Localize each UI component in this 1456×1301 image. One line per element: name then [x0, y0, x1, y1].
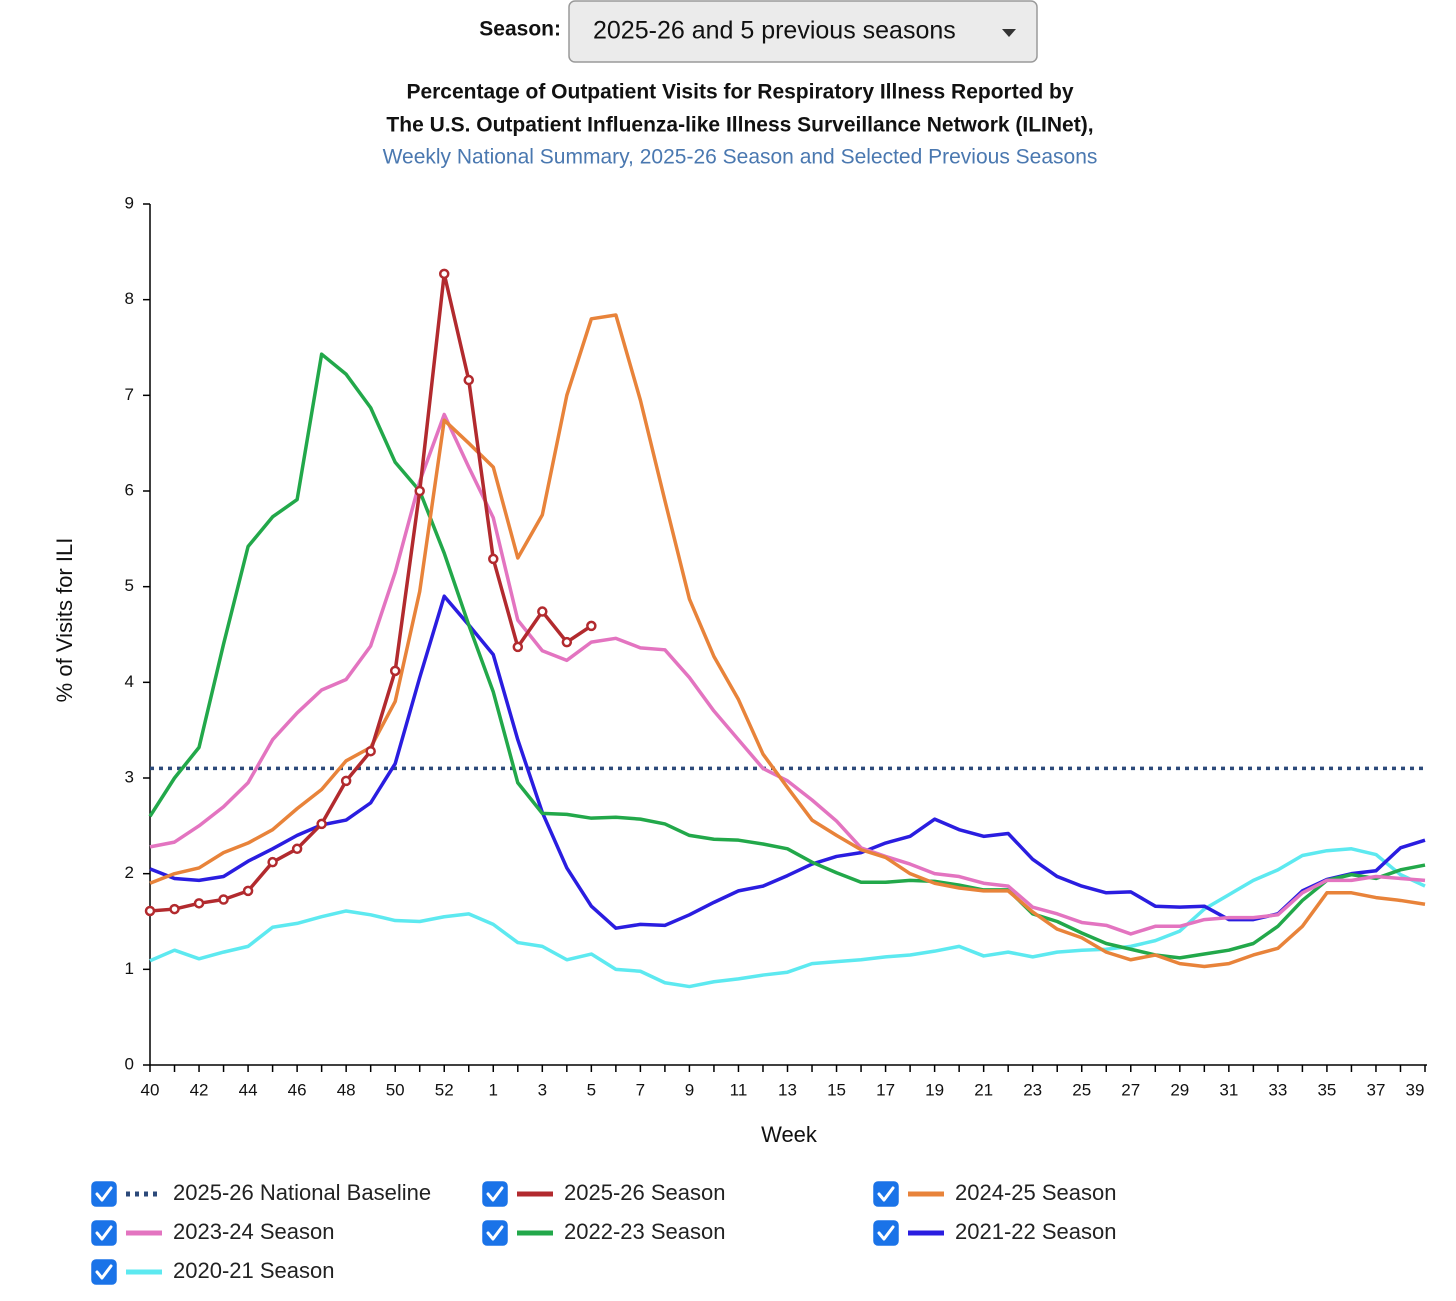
y-tick-label: 5: [125, 576, 134, 595]
y-tick-label: 4: [125, 672, 134, 691]
y-tick-label: 2: [125, 863, 134, 882]
dropdown-box[interactable]: [568, 0, 1038, 63]
x-tick-label: 1: [489, 1080, 498, 1099]
legend-label[interactable]: 2025-26 Season: [564, 1180, 725, 1205]
series-line: [149, 313, 1426, 969]
x-tick-label: 39: [1406, 1080, 1425, 1099]
y-tick-label: 1: [125, 959, 134, 978]
data-point: [169, 903, 180, 915]
x-tick-label: 3: [538, 1080, 547, 1099]
data-point: [193, 898, 205, 909]
x-tick-label: 50: [386, 1080, 405, 1099]
legend-label[interactable]: 2021-22 Season: [955, 1219, 1116, 1244]
data-point: [488, 553, 499, 565]
checkbox-check[interactable]: [95, 1186, 113, 1202]
legend-label[interactable]: 2020-21 Season: [173, 1258, 334, 1283]
x-tick-label: 13: [778, 1080, 797, 1099]
y-tick-label: 0: [125, 1054, 134, 1073]
data-point: [242, 885, 254, 897]
data-point: [267, 856, 278, 868]
x-tick-label: 19: [925, 1080, 944, 1099]
data-point: [414, 485, 425, 497]
x-tick-label: 44: [239, 1080, 258, 1099]
chart-title-line: The U.S. Outpatient Influenza-like Illne…: [386, 114, 1093, 137]
x-tick-label: 48: [337, 1080, 356, 1099]
season-dropdown[interactable]: 2025-26 and 5 previous seasons: [568, 0, 1038, 63]
checkbox-check[interactable]: [95, 1264, 113, 1280]
series-line: [149, 272, 593, 913]
data-point: [291, 843, 303, 855]
checkbox-check[interactable]: [877, 1225, 895, 1241]
legend-label[interactable]: 2022-23 Season: [564, 1219, 725, 1244]
x-tick-label: 11: [730, 1080, 748, 1099]
data-point: [340, 775, 352, 787]
data-point: [586, 620, 597, 632]
x-tick-label: 15: [827, 1080, 846, 1099]
x-tick-label: 31: [1219, 1080, 1238, 1099]
y-tick-label: 6: [125, 480, 134, 499]
x-tick-label: 17: [876, 1080, 895, 1099]
data-point: [537, 606, 548, 617]
checkbox-check[interactable]: [877, 1186, 895, 1202]
chart-title-line: Percentage of Outpatient Visits for Resp…: [406, 81, 1073, 104]
data-point: [463, 374, 474, 386]
x-tick-label: 40: [141, 1080, 160, 1099]
checkbox-check[interactable]: [95, 1225, 113, 1241]
legend-label[interactable]: 2023-24 Season: [173, 1219, 334, 1244]
data-point: [144, 905, 156, 917]
legend-label[interactable]: 2025-26 National Baseline: [173, 1180, 431, 1205]
x-tick-label: 9: [685, 1080, 694, 1099]
x-tick-label: 21: [974, 1080, 993, 1099]
x-tick-label: 35: [1317, 1080, 1336, 1099]
season-label: Season:: [479, 18, 561, 41]
series-line: [149, 847, 1426, 989]
data-point: [365, 745, 376, 757]
checkbox-check[interactable]: [486, 1186, 504, 1202]
x-tick-label: 27: [1121, 1080, 1140, 1099]
x-tick-label: 7: [636, 1080, 645, 1099]
x-tick-label: 46: [288, 1080, 307, 1099]
series-line: [149, 594, 1426, 930]
x-tick-label: 37: [1367, 1080, 1386, 1099]
dropdown-caret[interactable]: [1002, 29, 1016, 37]
x-tick-label: 52: [435, 1080, 454, 1099]
x-tick-label: 29: [1170, 1080, 1189, 1099]
x-tick-label: 5: [587, 1080, 596, 1099]
y-tick-label: 8: [125, 289, 134, 308]
series-line: [148, 352, 1426, 960]
data-point: [438, 268, 450, 280]
data-point: [218, 894, 229, 905]
series-line: [149, 412, 1426, 936]
x-tick-label: 42: [190, 1080, 209, 1099]
chart-subtitle: Weekly National Summary, 2025-26 Season …: [383, 146, 1098, 169]
y-axis-label: % of Visits for ILI: [52, 538, 77, 703]
x-axis-label: Week: [761, 1122, 818, 1147]
data-point: [316, 818, 327, 830]
y-tick-label: 9: [125, 193, 134, 212]
y-tick-label: 7: [125, 385, 134, 404]
data-point: [512, 641, 524, 653]
data-point: [389, 665, 401, 677]
x-tick-label: 23: [1023, 1080, 1042, 1099]
x-tick-label: 25: [1072, 1080, 1091, 1099]
checkbox-check[interactable]: [486, 1225, 504, 1241]
dropdown-value[interactable]: 2025-26 and 5 previous seasons: [593, 17, 956, 45]
x-tick-label: 33: [1268, 1080, 1287, 1099]
data-point: [561, 636, 573, 648]
y-tick-label: 3: [125, 767, 134, 786]
legend-label[interactable]: 2024-25 Season: [955, 1180, 1116, 1205]
